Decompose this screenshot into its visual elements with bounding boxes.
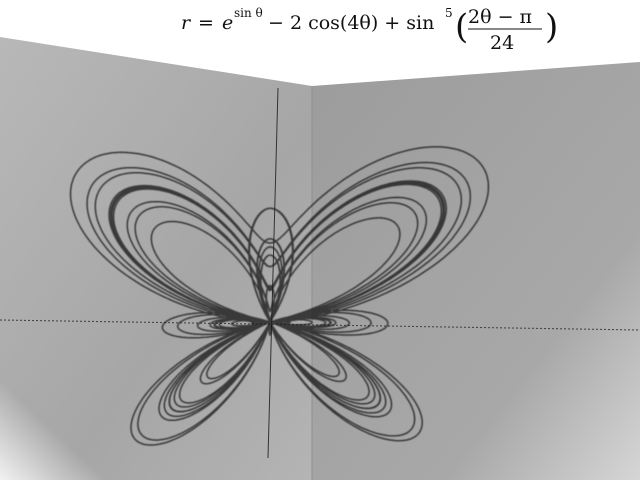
formula-left-paren: ( <box>455 7 468 47</box>
y-axis <box>267 87 279 459</box>
formula-power: 5 <box>445 6 453 20</box>
formula-denominator: 24 <box>490 32 514 54</box>
formula-lhs: r <box>181 12 192 34</box>
formula-exponent: sin θ <box>234 6 263 20</box>
formula-right-paren: ) <box>545 7 558 47</box>
formula-base: e <box>222 12 233 34</box>
formula-eq: = <box>198 12 214 34</box>
right-wall <box>312 62 640 480</box>
formula: r = e sin θ − 2 cos(4θ) + sin 5 ( 2θ − π… <box>181 6 558 54</box>
formula-term2: − 2 cos(4θ) + sin <box>268 12 434 34</box>
left-wall-highlight <box>0 300 120 480</box>
butterfly-curve <box>69 146 490 446</box>
formula-numerator: 2θ − π <box>468 6 532 28</box>
